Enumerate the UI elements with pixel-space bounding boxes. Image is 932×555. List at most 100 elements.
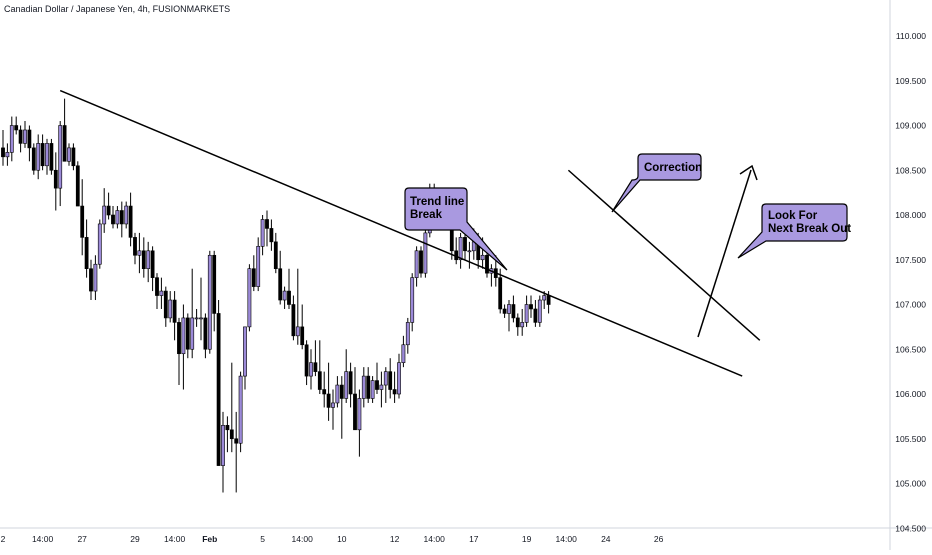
x-tick-label: Feb <box>202 534 217 544</box>
callout-next-breakout-text: Next Break Out <box>768 223 851 235</box>
breakout-arrow-shaft[interactable] <box>697 169 752 338</box>
candle-body <box>229 429 234 440</box>
x-tick-label: 14:00 <box>164 534 186 544</box>
candle-body <box>309 362 313 377</box>
y-tick-label: 109.500 <box>895 76 926 86</box>
candle-body <box>190 317 195 350</box>
candle-body <box>36 143 41 171</box>
x-tick-label: 10 <box>337 534 347 544</box>
candle-body <box>137 250 142 256</box>
trend-line[interactable] <box>567 169 761 341</box>
candle-body <box>150 250 155 278</box>
candle-body <box>322 389 327 395</box>
candle-body <box>58 125 63 189</box>
candle-body <box>163 290 168 319</box>
callout-trend-break-text: Break <box>410 209 443 221</box>
candle-body <box>71 147 76 167</box>
candle-body <box>370 380 375 399</box>
candle-body <box>89 268 93 292</box>
trend-line[interactable] <box>59 89 743 377</box>
candle-body <box>80 205 85 238</box>
candle-body <box>141 250 146 270</box>
candle-body <box>31 147 36 171</box>
candle-body <box>524 304 529 323</box>
callout-correction-bubble[interactable] <box>611 153 702 213</box>
candle-body <box>265 219 269 229</box>
candle-body <box>9 125 14 153</box>
candle-body <box>251 268 256 287</box>
callout-trend-break-text: Trend line <box>410 196 464 208</box>
candle-body <box>40 143 45 167</box>
x-tick-label: 14:00 <box>32 534 54 544</box>
candle-body <box>344 371 349 399</box>
candle-body <box>53 169 58 189</box>
candle-body <box>388 371 393 390</box>
candle-body <box>304 344 309 377</box>
x-tick-label: 26 <box>654 534 664 544</box>
candle-body <box>212 254 217 314</box>
candle-body <box>221 425 225 466</box>
candle-body <box>269 228 274 243</box>
candle-body <box>27 129 32 149</box>
candle-body <box>106 205 111 216</box>
x-tick-label: 19 <box>522 534 532 544</box>
candle-body <box>529 304 533 310</box>
candle-body <box>119 210 124 225</box>
candle-body <box>313 362 318 372</box>
y-tick-label: 108.000 <box>895 210 926 220</box>
candle-body <box>366 375 371 399</box>
x-tick-label: 17 <box>469 534 479 544</box>
y-tick-label: 106.000 <box>895 389 926 399</box>
candle-body <box>383 371 388 386</box>
x-tick-label: 14:00 <box>424 534 446 544</box>
candle-body <box>124 205 129 225</box>
candle-body <box>291 304 296 337</box>
y-tick-label: 108.500 <box>895 165 926 175</box>
candle-body <box>480 254 485 261</box>
candle-body <box>353 393 357 431</box>
candle-body <box>335 384 340 404</box>
y-tick-label: 105.500 <box>895 434 926 444</box>
candle-body <box>5 152 10 158</box>
breakout-arrow-head[interactable] <box>739 164 758 181</box>
candle-body <box>260 219 265 247</box>
candle-body <box>199 317 203 320</box>
candle-body <box>247 268 252 328</box>
x-tick-label: 14:00 <box>292 534 314 544</box>
candle-body <box>507 304 511 314</box>
candle-body <box>511 304 516 319</box>
candle-body <box>18 129 23 144</box>
candle-body <box>185 317 190 350</box>
candle-body <box>155 277 159 296</box>
callout-trend-break-bubble[interactable] <box>404 187 508 271</box>
callout-next-breakout-bubble[interactable] <box>737 203 848 259</box>
x-tick-label: 14:00 <box>556 534 578 544</box>
candle-body <box>375 380 379 390</box>
x-tick-label: 12 <box>390 534 400 544</box>
candle-body <box>225 425 230 431</box>
x-tick-label: 5 <box>260 534 265 544</box>
candle-body <box>397 362 401 395</box>
candle-body <box>194 317 199 320</box>
candle-body <box>278 268 283 301</box>
candle-body <box>339 384 344 399</box>
candle-body <box>177 322 181 355</box>
y-tick-label: 107.500 <box>895 255 926 265</box>
candle-body <box>537 299 542 323</box>
symbol-title: Canadian Dollar / Japanese Yen, 4h, FUSI… <box>4 4 231 14</box>
candle-body <box>75 165 80 207</box>
candle-body <box>419 250 423 274</box>
candle-body <box>357 398 362 431</box>
candle-body <box>295 326 300 337</box>
candle-body <box>463 237 467 252</box>
candle-body <box>102 205 107 225</box>
candle-body <box>23 129 27 144</box>
candle-body <box>115 210 120 225</box>
callout-next-breakout-text: Look For <box>768 210 818 222</box>
y-tick-label: 110.000 <box>896 31 926 41</box>
x-tick-label: 2 <box>1 534 6 544</box>
candle-body <box>282 290 287 301</box>
candle-body <box>287 290 291 305</box>
